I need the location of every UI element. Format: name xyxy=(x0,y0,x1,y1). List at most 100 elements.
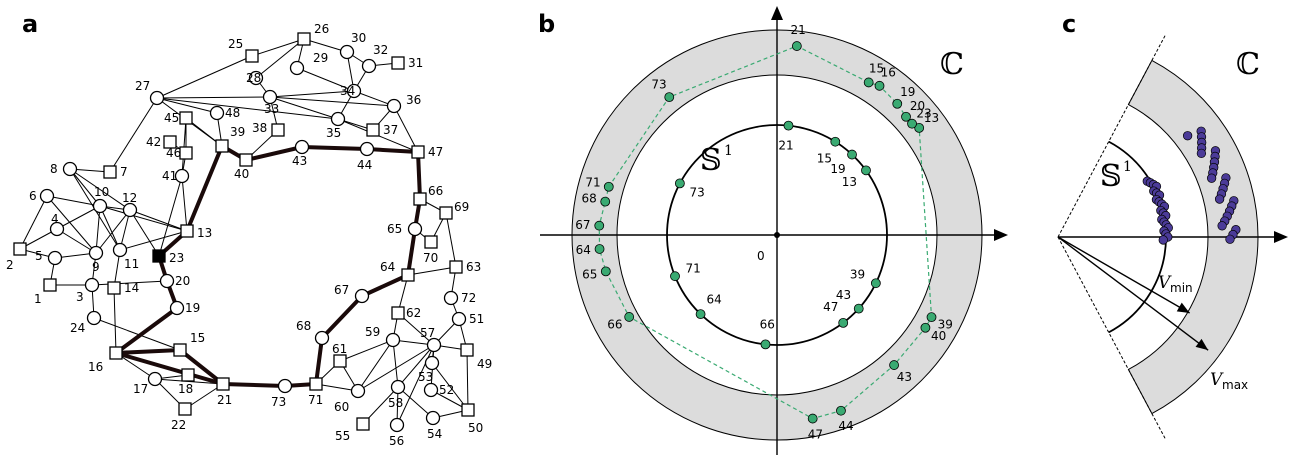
graph-node-label: 55 xyxy=(335,429,350,443)
square-node-marker xyxy=(181,368,195,382)
path-edge xyxy=(221,382,287,388)
graph-node-label: 40 xyxy=(234,167,249,181)
inner-node-label: 13 xyxy=(842,175,857,189)
inner-node-47 xyxy=(838,317,849,328)
graph-node-55: 55 xyxy=(335,417,370,443)
square-node-marker xyxy=(178,402,192,416)
graph-edge xyxy=(407,266,457,276)
outer-node-73 xyxy=(664,92,675,102)
sector-outer-point xyxy=(1206,173,1217,183)
graph-node-label: 4 xyxy=(51,212,59,226)
square-node-marker xyxy=(216,377,230,391)
graph-edge xyxy=(397,386,434,419)
graph-node-40: 40 xyxy=(234,153,253,181)
square-node-marker xyxy=(439,206,453,220)
inner-node-66 xyxy=(760,339,771,350)
graph-node-label: 2 xyxy=(6,258,14,272)
graph-edge xyxy=(113,287,117,354)
graph-node-label: 20 xyxy=(175,274,190,288)
graph-edge xyxy=(156,97,218,114)
inner-node-71 xyxy=(670,271,680,282)
circle-node-marker xyxy=(389,417,405,433)
graph-node-3: 3 xyxy=(76,277,100,304)
graph-node-label: 54 xyxy=(427,427,442,441)
inner-node-label: 19 xyxy=(830,162,845,176)
graph-node-46: 46 xyxy=(166,146,193,160)
circle-node-marker xyxy=(390,379,406,395)
graph-node-38: 38 xyxy=(252,121,285,137)
graph-node-label: 10 xyxy=(94,185,109,199)
circle-node-marker xyxy=(209,105,225,121)
circle-node-marker xyxy=(92,198,108,214)
graph-node-label: 23 xyxy=(169,251,184,265)
path-edge xyxy=(300,145,369,151)
graph-node-18: 18 xyxy=(178,368,195,396)
circle-embedding-panel: 1323201916152173716867646566474443403921… xyxy=(540,6,1008,455)
vmax-arrow-line xyxy=(1057,236,1209,351)
graph-edge xyxy=(339,339,394,362)
graph-node-label: 22 xyxy=(171,418,186,432)
sector-outer-point xyxy=(1214,194,1225,204)
circle-node-marker xyxy=(289,60,305,76)
square-node-marker xyxy=(271,123,285,137)
outer-node-label: 13 xyxy=(924,111,939,125)
graph-node-label: 14 xyxy=(124,281,139,295)
graph-node-20: 20 xyxy=(159,273,190,289)
outer-node-44 xyxy=(836,405,846,416)
complex-plane-axes xyxy=(540,6,1008,455)
graph-node-label: 18 xyxy=(178,382,193,396)
path-edge xyxy=(114,351,225,386)
outer-node-39 xyxy=(926,312,937,323)
graph-node-34: 34 xyxy=(340,83,362,99)
graph-node-label: 39 xyxy=(230,125,245,139)
graph-node-label: 52 xyxy=(439,383,454,397)
graph-node-48: 48 xyxy=(209,105,240,121)
outer-node-label: 23 xyxy=(916,107,931,121)
graph-edge xyxy=(129,209,188,232)
graph-edge xyxy=(69,168,131,211)
graph-node-label: 45 xyxy=(164,111,179,125)
graph-node-35: 35 xyxy=(326,111,346,140)
vmax-arrow-head xyxy=(1195,338,1209,351)
graph-node-label: 51 xyxy=(469,312,484,326)
outer-node-label: 65 xyxy=(582,268,597,282)
graph-node-label: 48 xyxy=(225,106,240,120)
graph-node-65: 65 xyxy=(387,221,423,237)
graph-node-label: 34 xyxy=(340,84,355,98)
circle-node-marker xyxy=(159,273,175,289)
graph-node-label: 27 xyxy=(135,79,150,93)
inner-node-label: 64 xyxy=(706,293,721,307)
circle-node-marker xyxy=(294,139,310,155)
graph-node-label: 49 xyxy=(477,357,492,371)
graph-node-26: 26 xyxy=(297,22,329,46)
graph-edge xyxy=(393,105,419,153)
imag-axis-arrow xyxy=(771,6,783,20)
graph-edge xyxy=(397,344,435,388)
graph-node-label: 32 xyxy=(373,43,388,57)
outer-node-40 xyxy=(920,322,931,333)
graph-node-28: 28 xyxy=(246,70,264,86)
panel-letter-b: b xyxy=(538,10,555,38)
graph-node-label: 19 xyxy=(185,301,200,315)
graph-node-label: 59 xyxy=(365,325,380,339)
circle-node-marker xyxy=(39,188,55,204)
circle-node-marker xyxy=(47,250,63,266)
sector-boundary-line xyxy=(1057,236,1167,441)
outer-node-20 xyxy=(901,111,911,122)
graph-edge xyxy=(99,205,121,251)
graph-node-49: 49 xyxy=(460,343,492,371)
graph-node-label: 25 xyxy=(228,37,243,51)
graph-edge xyxy=(251,38,305,57)
graph-node-label: 63 xyxy=(466,260,481,274)
graph-edge xyxy=(431,362,469,411)
circle-node-marker xyxy=(314,330,330,346)
outer-node-label: 20 xyxy=(910,99,925,113)
outer-node-64 xyxy=(594,244,605,254)
graph-node-60: 60 xyxy=(334,383,366,414)
circle-node-marker xyxy=(122,202,138,218)
graph-node-27: 27 xyxy=(135,79,165,106)
sector-complex-label: ℂ xyxy=(1236,47,1260,82)
graph-node-label: 5 xyxy=(35,249,43,263)
square-node-marker xyxy=(391,306,405,320)
